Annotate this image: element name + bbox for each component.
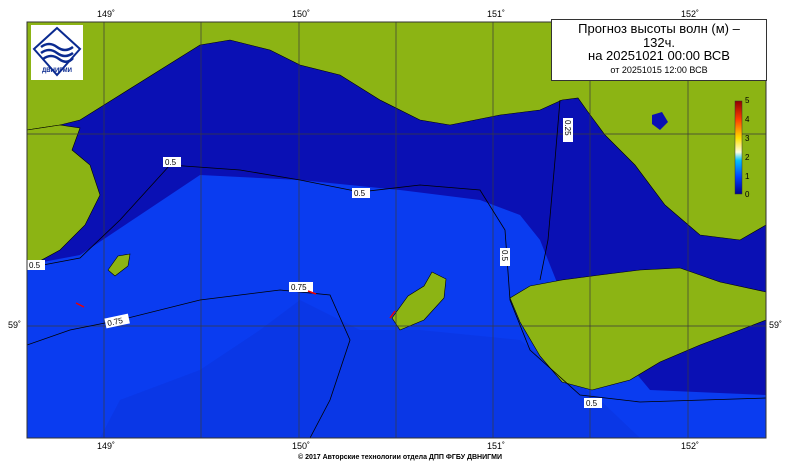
- lon-tick-bottom: 149˚: [97, 441, 116, 451]
- contour-label: 0.25: [563, 120, 572, 136]
- legend-colorbar: [734, 100, 743, 195]
- contour-labels: 0.5 0.5 0.5 0.5 0.5 0.25 0.75 0.75: [27, 118, 602, 408]
- legend-tick: 0: [745, 190, 750, 199]
- title-line-2: 132ч.: [642, 34, 676, 50]
- lon-tick-bottom: 150˚: [292, 441, 311, 451]
- graticule: [27, 22, 766, 438]
- wave-arrow: [389, 310, 396, 319]
- lat-tick-right: 59˚: [769, 320, 783, 330]
- title-valid-time: на 20251021 00:00 ВСВ: [588, 48, 730, 64]
- legend-tick: 4: [745, 115, 750, 124]
- contour-label: 0.5: [29, 261, 41, 270]
- title-line-1: Прогноз высоты волн (м) –: [578, 21, 740, 36]
- wave-arrow: [307, 290, 317, 295]
- lon-tick-top: 150˚: [292, 9, 311, 19]
- legend-tick: 1: [745, 172, 750, 181]
- contour-label: 0.5: [500, 250, 509, 262]
- lon-tick-top: 149˚: [97, 9, 116, 19]
- forecast-title-box: Прогноз высоты волн (м) – 132ч. на 20251…: [551, 19, 767, 81]
- lake: [652, 112, 668, 130]
- lon-tick-bottom: 151˚: [487, 441, 506, 451]
- sea-mid-zone: [100, 300, 640, 438]
- contour-label: 0.5: [586, 399, 598, 408]
- copyright-footer: © 2017 Авторские технологии отдела ДПП Ф…: [298, 454, 502, 461]
- map-frame: [26, 21, 767, 439]
- wave-arrow: [75, 302, 85, 308]
- lon-tick-bottom: 152˚: [681, 441, 700, 451]
- legend-tick: 3: [745, 134, 750, 143]
- lon-tick-top: 152˚: [681, 9, 700, 19]
- land-small-island: [107, 253, 131, 277]
- legend-tick: 5: [745, 96, 750, 105]
- title-issue-time: от 20251015 12:00 ВСВ: [610, 64, 708, 75]
- contour-label: 0.5: [354, 189, 366, 198]
- logo-wave-icon: [32, 26, 82, 77]
- land-west-coast: [27, 124, 101, 269]
- lat-tick-left: 59˚: [8, 320, 22, 330]
- contour-label: 0.75: [107, 316, 125, 328]
- legend-tick: 2: [745, 153, 750, 162]
- land-peninsula: [509, 267, 766, 391]
- land-island: [391, 271, 447, 331]
- lon-tick-top: 151˚: [487, 9, 506, 19]
- contour-label: 0.5: [165, 158, 177, 167]
- contour-lines: [27, 99, 766, 438]
- contour-label: 0.75: [291, 283, 307, 292]
- logo-text: ДВНИГМИ: [42, 68, 72, 74]
- dvnigmi-logo: ДВНИГМИ: [31, 25, 83, 80]
